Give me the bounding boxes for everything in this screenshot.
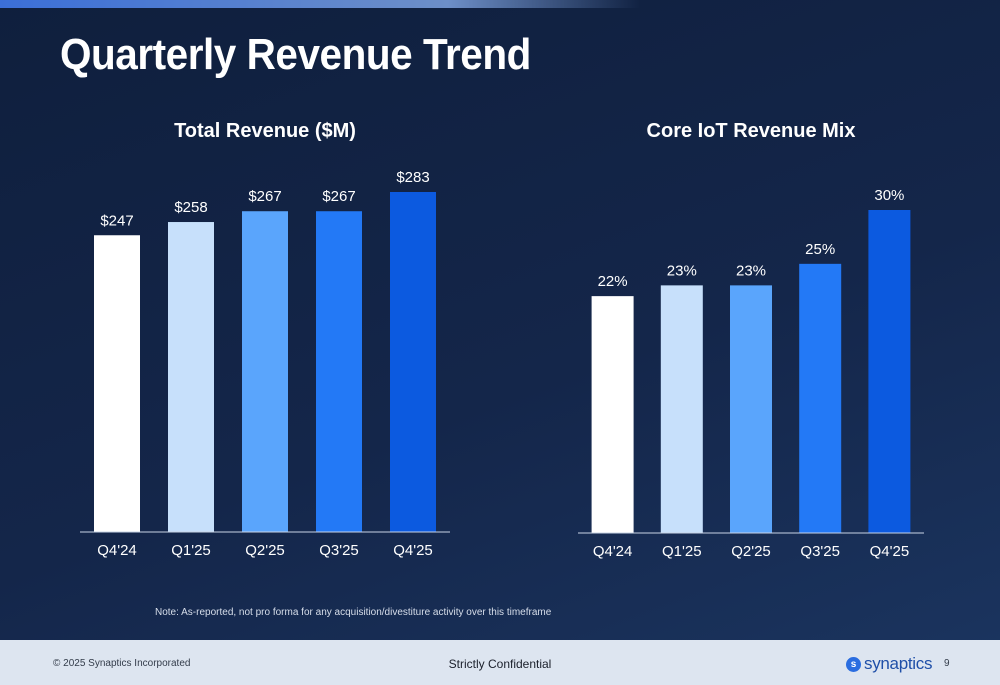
- revenue-chart: Total Revenue ($M) $247 Q4'24 $258 Q1'25 $267…: [80, 120, 450, 559]
- iot-mix-chart: Core IoT Revenue Mix 22% Q4'24 23% Q1'25 23% Q…: [578, 120, 924, 560]
- iot-mix-chart-title: Core IoT Revenue Mix: [647, 120, 856, 142]
- revenue-bar-3: [316, 211, 362, 533]
- revenue-bar-1: [168, 222, 214, 532]
- iot-mix-data-label-3: 25%: [805, 241, 835, 258]
- revenue-tick-label-2: Q2'25: [245, 542, 285, 559]
- iot-mix-bar-2: [730, 285, 772, 533]
- iot-mix-bar-1: [660, 285, 703, 533]
- revenue-tick-label-3: Q3'25: [319, 542, 359, 559]
- revenue-chart-title: Total Revenue ($M): [174, 120, 356, 142]
- footer-bar: © 2025 Synaptics Incorporated Strictly C…: [0, 640, 1000, 685]
- iot-mix-bar-0: [591, 296, 634, 533]
- synaptics-logo: s synaptics: [846, 654, 932, 674]
- iot-mix-tick-label-4: Q4'25: [870, 543, 910, 560]
- footnote: Note: As-reported, not pro forma for any…: [155, 607, 552, 618]
- revenue-data-label-2: $267: [248, 188, 281, 205]
- slide-title: Quarterly Revenue Trend: [60, 30, 531, 79]
- revenue-bar-4: [390, 192, 436, 532]
- iot-mix-tick-label-2: Q2'25: [731, 543, 771, 560]
- iot-mix-bar-4: [868, 210, 911, 533]
- revenue-bar-0: [94, 235, 140, 532]
- iot-mix-bar-3: [799, 263, 842, 533]
- synaptics-logo-icon: s: [846, 656, 861, 672]
- revenue-bar-2: [242, 211, 288, 533]
- page-number: 9: [944, 658, 950, 669]
- top-accent-bar: [0, 0, 640, 8]
- copyright-text: © 2025 Synaptics Incorporated: [53, 658, 191, 669]
- charts-canvas: Total Revenue ($M) $247 Q4'24 $258 Q1'25 $267…: [80, 120, 924, 560]
- revenue-tick-label-4: Q4'25: [393, 542, 433, 559]
- revenue-tick-label-0: Q4'24: [97, 542, 137, 559]
- revenue-data-label-4: $283: [396, 169, 429, 186]
- iot-mix-tick-label-0: Q4'24: [593, 543, 633, 560]
- iot-mix-tick-label-1: Q1'25: [662, 543, 702, 560]
- logo-wordmark: synaptics: [864, 654, 933, 673]
- iot-mix-data-label-4: 30%: [874, 187, 904, 204]
- revenue-tick-label-1: Q1'25: [171, 542, 211, 559]
- iot-mix-data-label-1: 23%: [667, 262, 697, 279]
- iot-mix-data-label-0: 22%: [598, 273, 628, 290]
- revenue-data-label-3: $267: [322, 188, 355, 205]
- iot-mix-tick-label-3: Q3'25: [800, 543, 840, 560]
- revenue-data-label-0: $247: [100, 212, 133, 229]
- confidential-label: Strictly Confidential: [448, 657, 552, 671]
- revenue-data-label-1: $258: [174, 199, 207, 216]
- iot-mix-data-label-2: 23%: [736, 262, 766, 279]
